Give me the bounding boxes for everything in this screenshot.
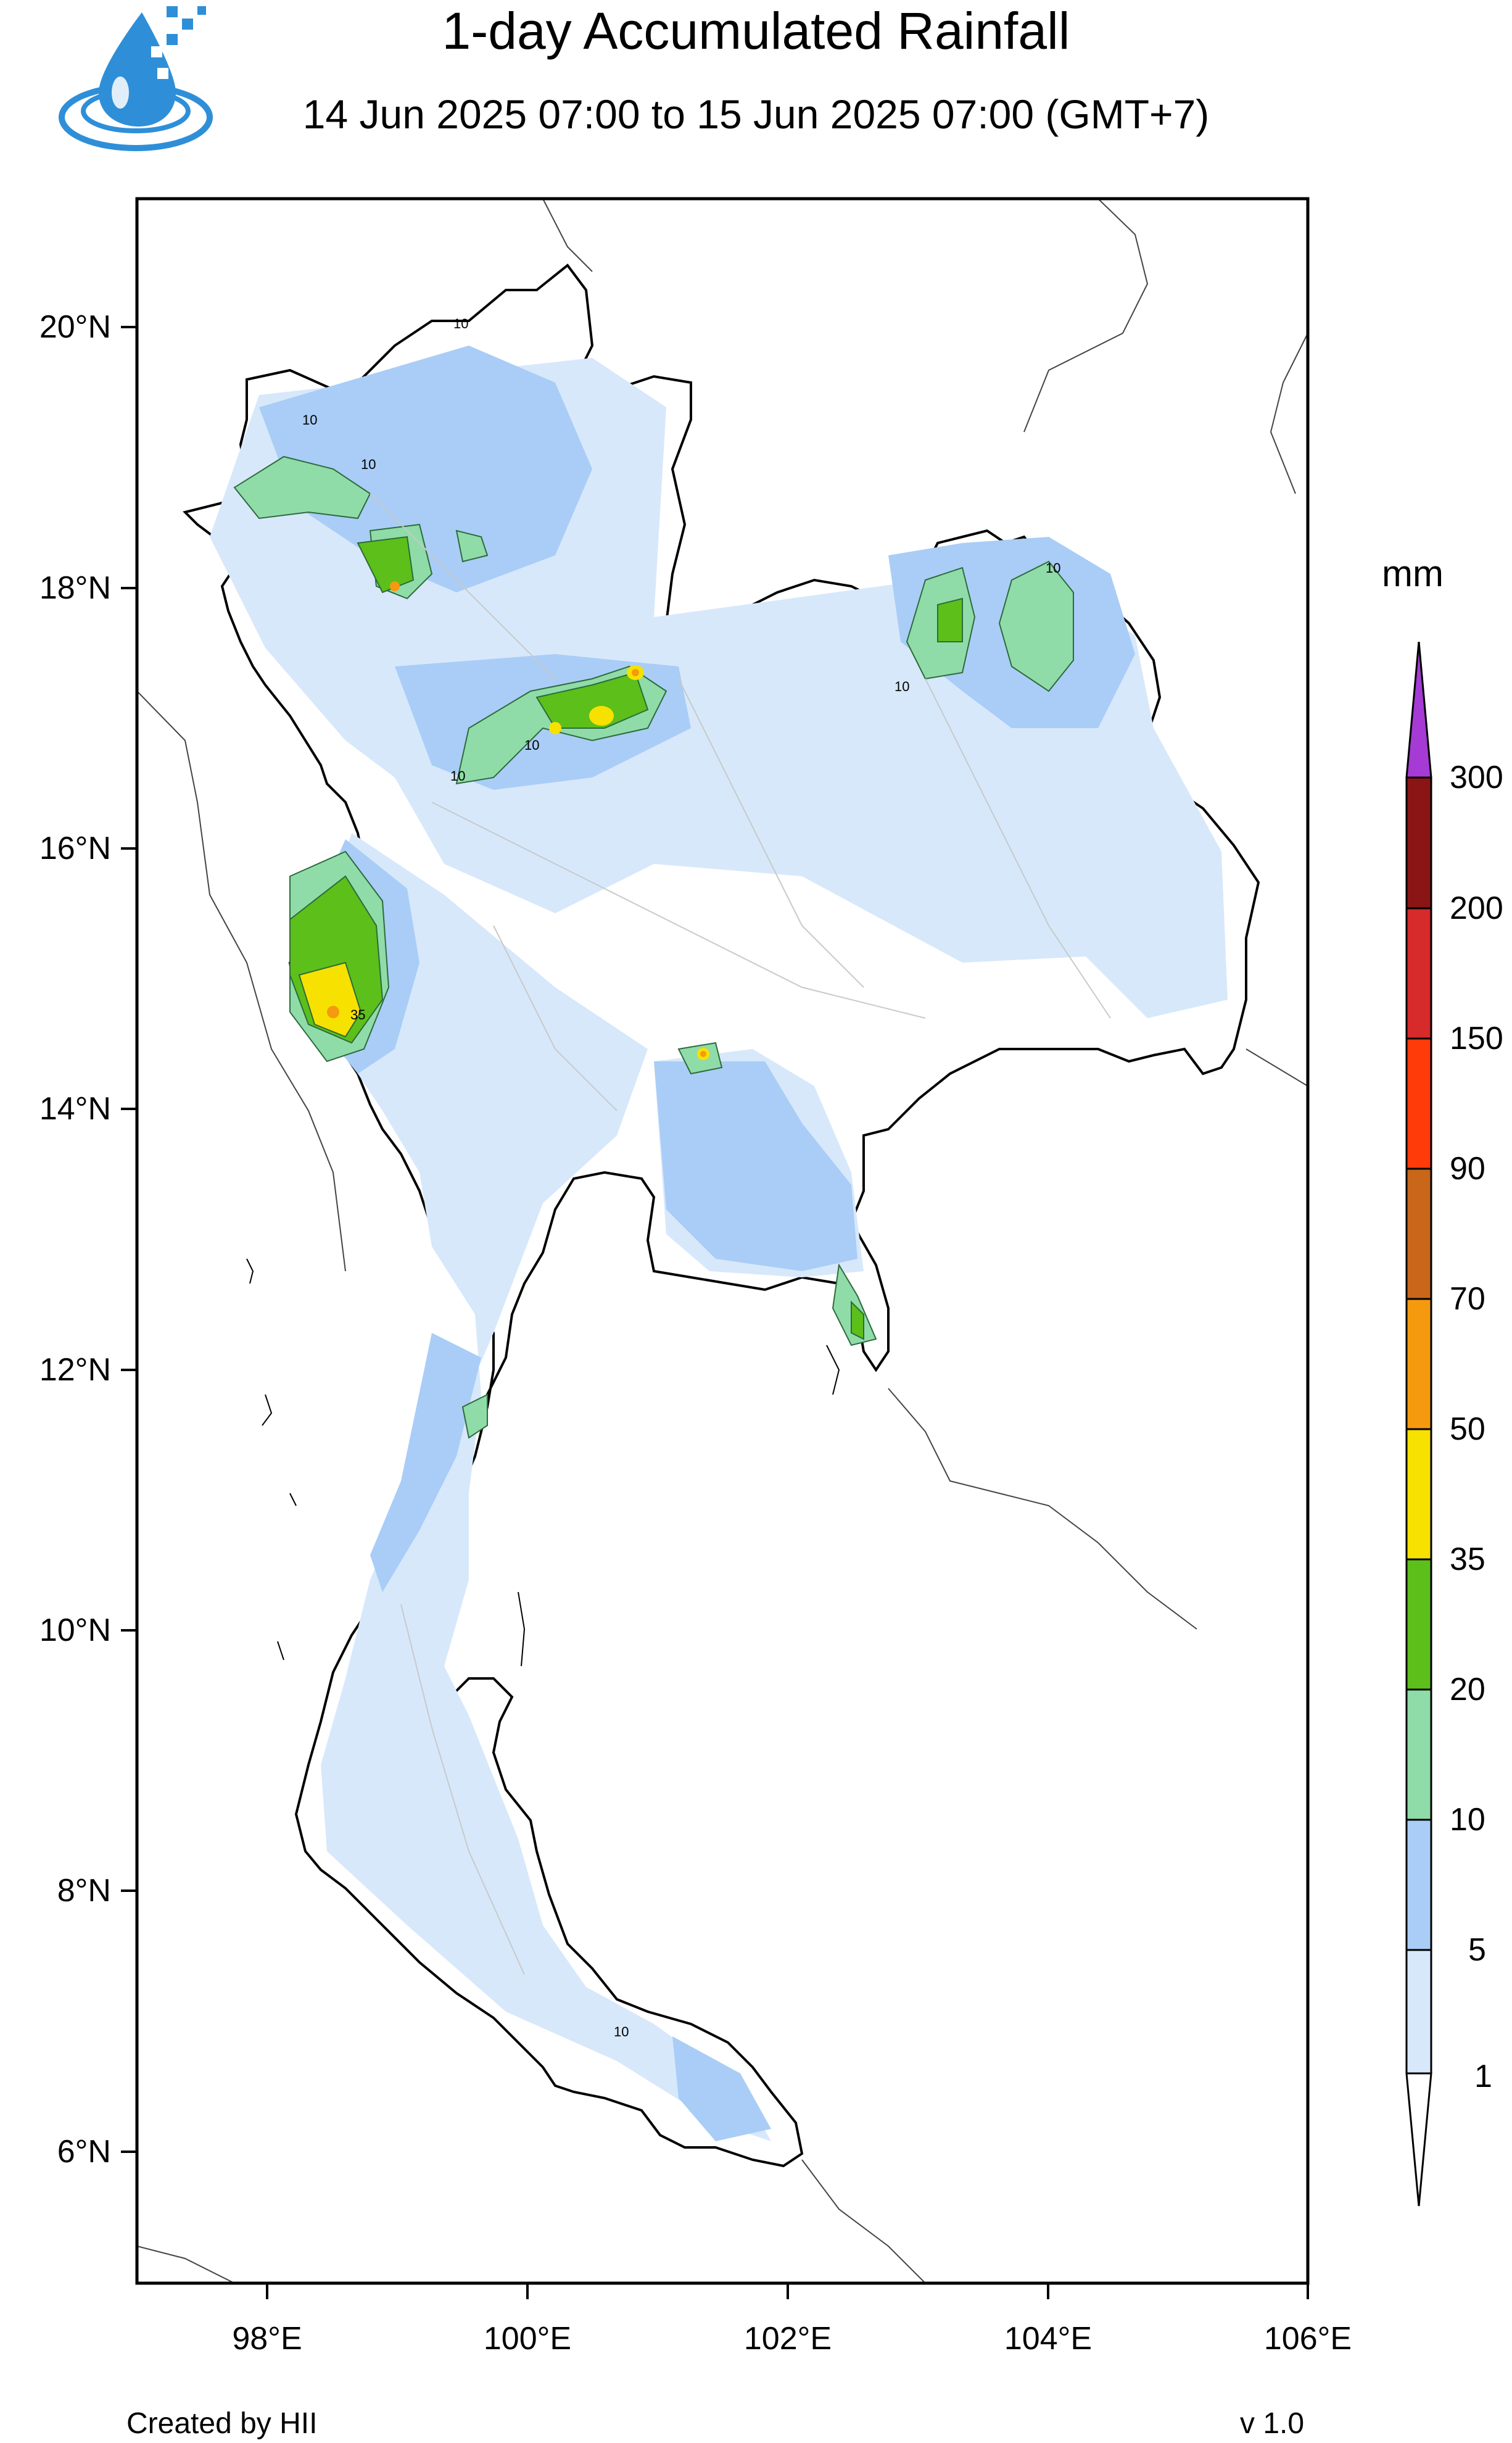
colorbar-label: 1 xyxy=(1474,2059,1492,2094)
rain-35-50mm-areas xyxy=(298,581,709,1060)
lat-label: 16°N xyxy=(39,831,111,866)
colorbar-label: 200 xyxy=(1450,890,1503,926)
lon-label: 100°E xyxy=(483,2321,572,2357)
colorbar xyxy=(1405,642,1432,2207)
colorbar-label: 150 xyxy=(1450,1021,1503,1056)
lat-label: 20°N xyxy=(39,309,111,345)
credit-text: Created by HII xyxy=(126,2407,318,2440)
lon-label: 102°E xyxy=(743,2321,832,2357)
contour-label: 10 xyxy=(361,457,376,472)
colorbar-label: 300 xyxy=(1450,760,1503,795)
colorbar-label: 10 xyxy=(1450,1802,1485,1838)
province-boundaries xyxy=(370,493,1111,1975)
lat-label: 14°N xyxy=(39,1091,111,1127)
map-subtitle: 14 Jun 2025 07:00 to 15 Jun 2025 07:00 (… xyxy=(302,91,1210,137)
colorbar-label: 90 xyxy=(1450,1151,1485,1187)
neighbour-borders xyxy=(137,199,1308,2283)
colorbar-label: 5 xyxy=(1468,1932,1486,1968)
contour-label: 10 xyxy=(614,2024,629,2039)
contour-label: 10 xyxy=(1046,560,1061,576)
lat-label: 6°N xyxy=(57,2134,111,2170)
contour-label: 10 xyxy=(302,412,318,428)
contour-label: 10 xyxy=(453,316,469,331)
lat-label: 12°N xyxy=(39,1352,111,1388)
lat-label: 10°N xyxy=(39,1612,111,1648)
contour-label: 10 xyxy=(450,768,466,784)
colorbar-label: 20 xyxy=(1450,1672,1485,1707)
contour-label: 10 xyxy=(524,737,540,753)
colorbar-label: 50 xyxy=(1450,1411,1485,1447)
map-title: 1-day Accumulated Rainfall xyxy=(442,2,1070,60)
version-text: v 1.0 xyxy=(1240,2407,1305,2440)
lon-label: 104°E xyxy=(1004,2321,1093,2357)
colorbar-label: 35 xyxy=(1450,1541,1485,1577)
lat-label: 8°N xyxy=(57,1873,111,1909)
offshore-islands xyxy=(246,1258,840,1667)
hii-logo xyxy=(59,6,213,151)
map-frame xyxy=(135,197,1310,2285)
contour-label: 10 xyxy=(894,679,910,694)
lat-label: 18°N xyxy=(39,570,111,606)
lat-ticks xyxy=(121,326,137,2153)
colorbar-label: 70 xyxy=(1450,1281,1485,1317)
lon-label: 98°E xyxy=(232,2321,302,2357)
contour-label: 35 xyxy=(350,1007,366,1022)
lon-label: 106°E xyxy=(1263,2321,1352,2357)
lon-ticks xyxy=(266,2283,1309,2299)
colorbar-unit: mm xyxy=(1382,553,1444,594)
